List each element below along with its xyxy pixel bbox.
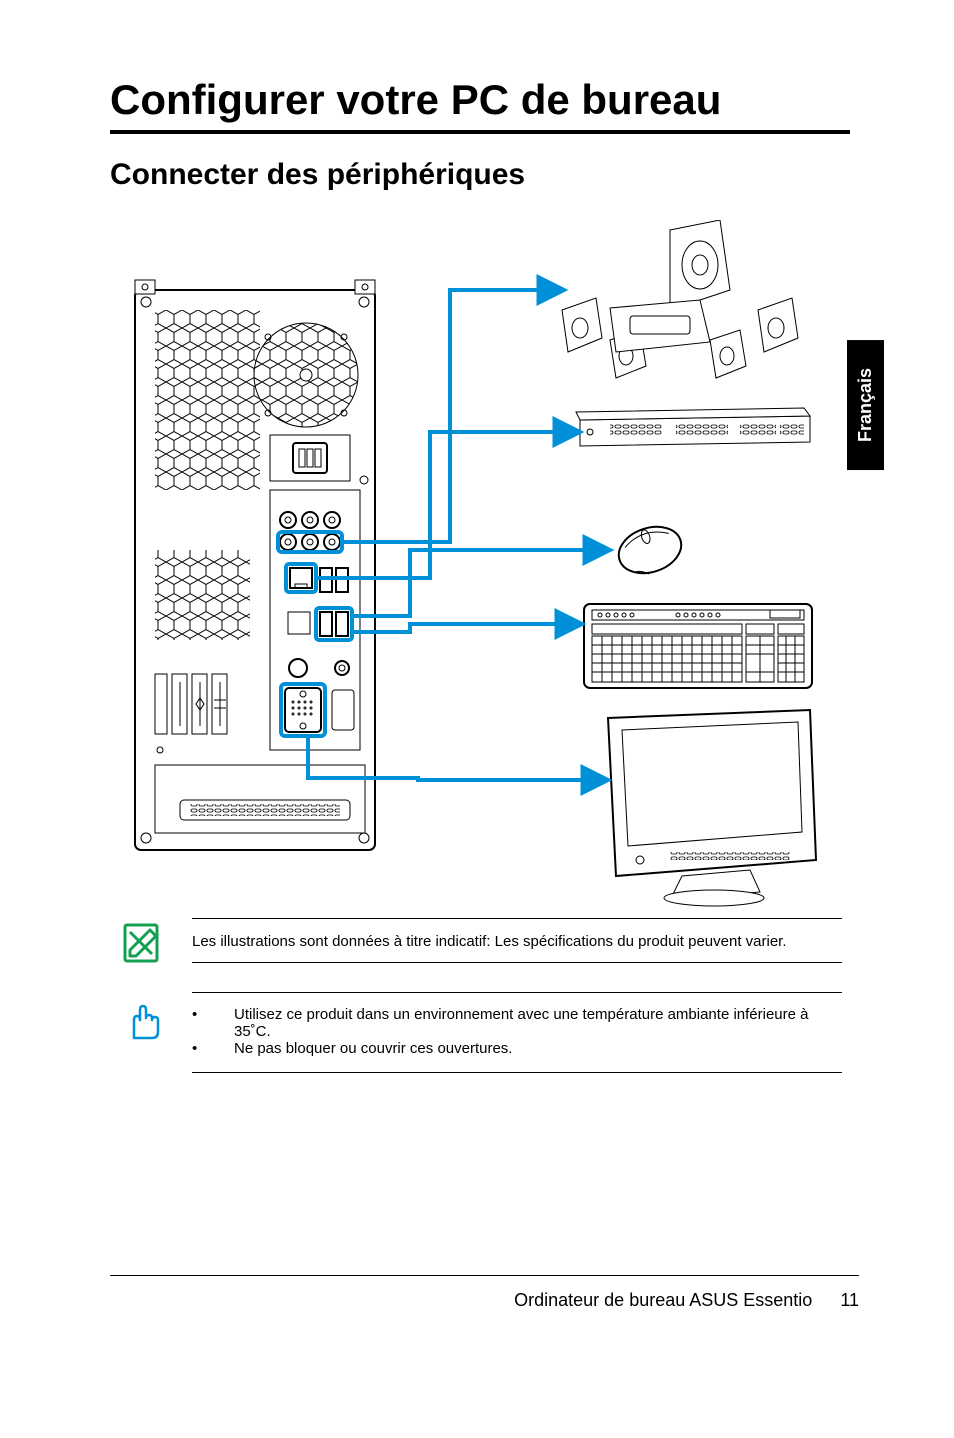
page-number: 11 [840,1290,859,1311]
network-switch-icon [576,408,810,446]
divider [192,918,842,919]
mouse-icon [613,519,687,581]
pc-back-panel [135,280,375,850]
monitor-icon [608,710,816,906]
divider [192,992,842,993]
language-tab: Français [847,340,884,470]
speakers-icon [562,220,798,378]
keyboard-icon [584,604,812,688]
note-icon [120,922,162,964]
divider [192,1072,842,1073]
divider [192,962,842,963]
page-title: Configurer votre PC de bureau [110,76,850,134]
list-item: Utilisez ce produit dans un environnemen… [192,1006,842,1040]
footer-rule [110,1275,859,1276]
section-heading: Connecter des périphériques [110,158,525,192]
lan-port [286,564,316,592]
hand-icon [120,998,162,1040]
cable-usb-mouse [354,550,608,616]
vga-port [281,684,325,736]
cable-usb-keyboard [354,624,580,632]
caution-list: Utilisez ce produit dans un environnemen… [192,1006,842,1057]
footer-product: Ordinateur de bureau ASUS Essentio [514,1290,812,1311]
list-item: Ne pas bloquer ou couvrir ces ouvertures… [192,1040,842,1057]
note-text: Les illustrations sont données à titre i… [192,933,842,950]
connection-diagram [110,220,830,910]
